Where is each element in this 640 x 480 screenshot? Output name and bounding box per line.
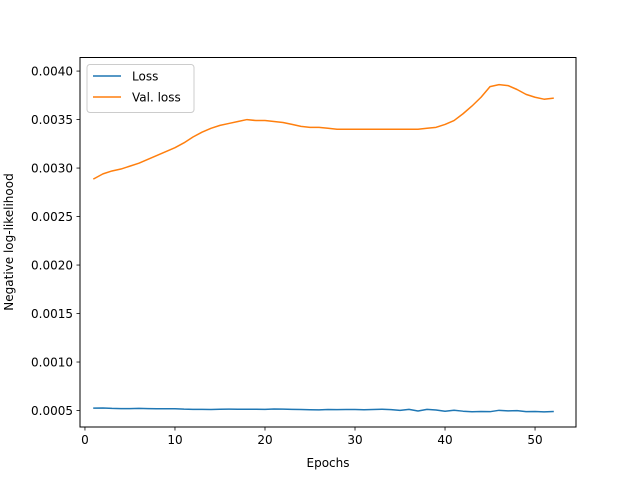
axes-frame bbox=[79, 57, 577, 428]
legend-label-loss: Loss bbox=[132, 70, 158, 84]
x-tick-label: 30 bbox=[347, 433, 362, 447]
series-line-0 bbox=[93, 407, 554, 413]
x-tick-label: 40 bbox=[437, 433, 452, 447]
x-axis-ticks: 0 10 20 30 40 50 bbox=[81, 427, 543, 447]
plot-area: 0 10 20 30 40 50 0.00050.00100.00150.00200.00… bbox=[31, 57, 577, 447]
y-tick-label: 0.0020 bbox=[31, 258, 73, 272]
series-line-1 bbox=[92, 83, 554, 180]
y-tick-label: 0.0030 bbox=[31, 161, 73, 175]
series-layer bbox=[92, 83, 554, 413]
y-tick-label: 0.0025 bbox=[31, 210, 73, 224]
y-tick-label: 0.0005 bbox=[31, 404, 73, 418]
y-tick-label: 0.0010 bbox=[31, 355, 73, 369]
y-axis-title: Negative log-likelihood bbox=[2, 173, 16, 310]
y-axis-ticks: 0.0005 0.0010 0.0015 0.0020 0.0025 0.0030 0.00… bbox=[31, 64, 80, 418]
legend: Loss Val. loss bbox=[86, 64, 195, 113]
y-tick-label: 0.0035 bbox=[31, 113, 73, 127]
y-tick-label: 0.0040 bbox=[31, 64, 73, 78]
legend-label-val-loss: Val. loss bbox=[132, 91, 181, 105]
x-tick-label: 50 bbox=[527, 433, 542, 447]
x-tick-label: 20 bbox=[257, 433, 272, 447]
y-tick-label: 0.0015 bbox=[31, 307, 73, 321]
x-tick-label: 0 bbox=[81, 433, 89, 447]
x-axis-title: Epochs bbox=[307, 456, 350, 470]
x-tick-label: 10 bbox=[167, 433, 182, 447]
